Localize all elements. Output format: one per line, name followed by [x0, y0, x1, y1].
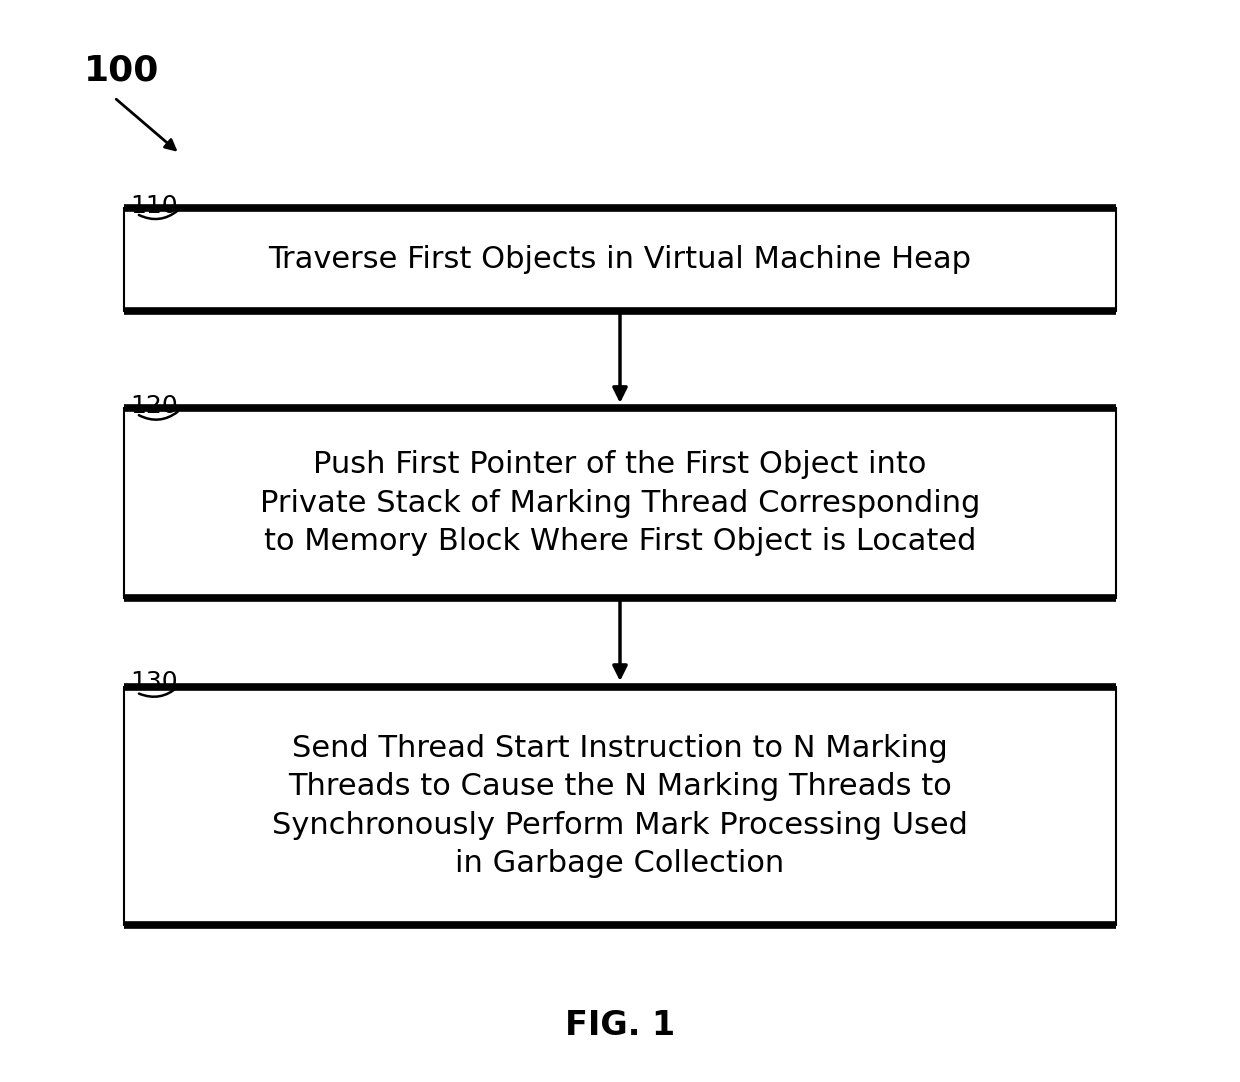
Text: 130: 130: [130, 670, 177, 694]
Text: FIG. 1: FIG. 1: [565, 1010, 675, 1042]
Text: Push First Pointer of the First Object into
Private Stack of Marking Thread Corr: Push First Pointer of the First Object i…: [260, 450, 980, 556]
Bar: [124, 208, 1116, 312]
Text: 110: 110: [130, 194, 177, 217]
Text: Traverse First Objects in Virtual Machine Heap: Traverse First Objects in Virtual Machin…: [269, 246, 971, 274]
Bar: [124, 687, 1116, 925]
Text: Send Thread Start Instruction to N Marking
Threads to Cause the N Marking Thread: Send Thread Start Instruction to N Marki…: [272, 735, 968, 878]
Text: 120: 120: [130, 394, 179, 418]
Bar: [124, 408, 1116, 597]
Text: 100: 100: [84, 53, 160, 88]
